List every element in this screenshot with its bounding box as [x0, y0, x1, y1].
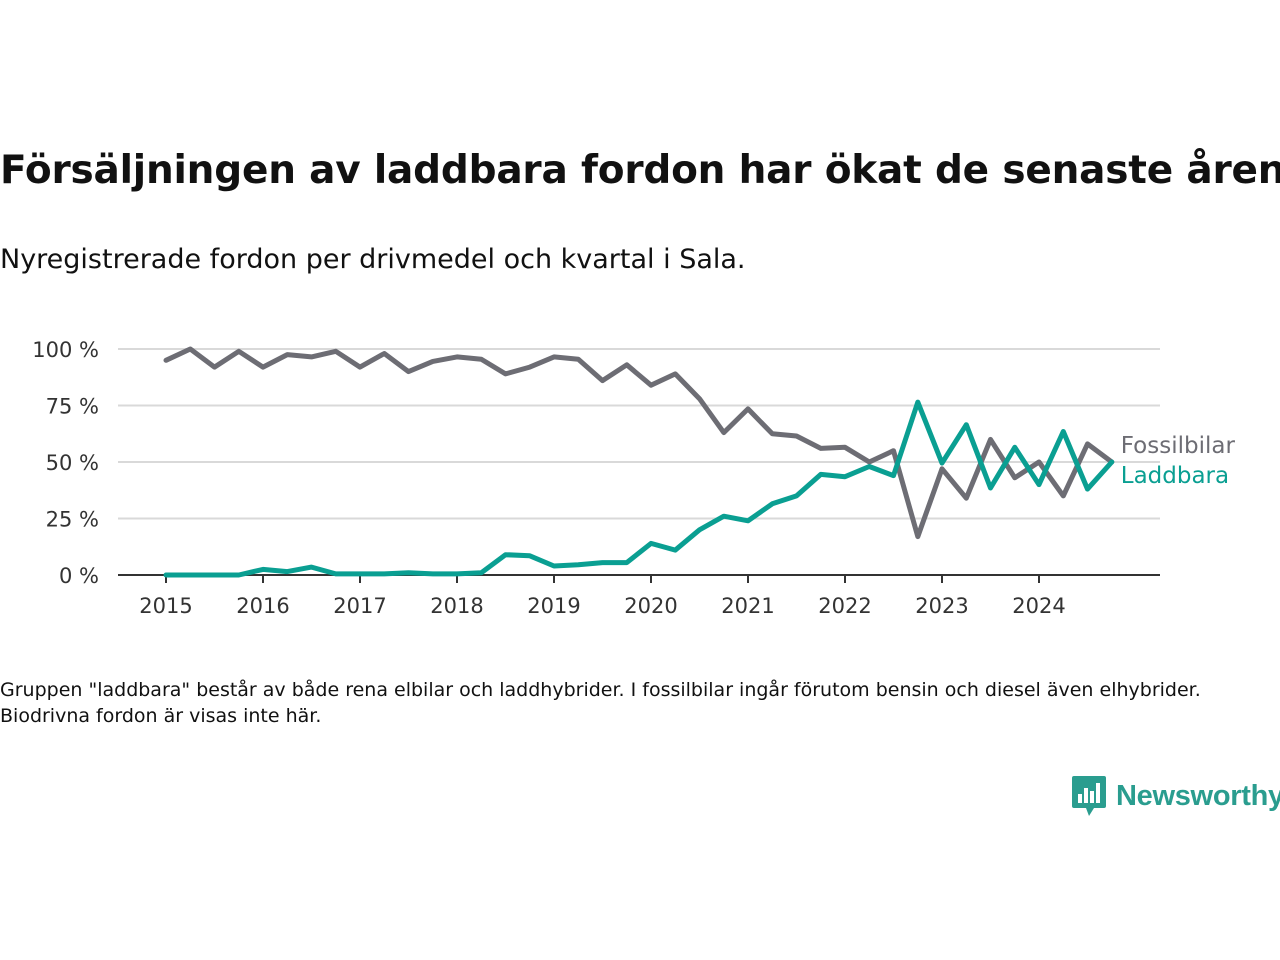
x-axis-ticks: 2015 2016 2017 2018 2019 2020 2021 2022 2023 2024 [139, 575, 1066, 618]
series-label-fossilbilar: Fossilbilar [1121, 433, 1236, 459]
x-tick-label: 2015 [139, 594, 192, 618]
y-tick-label: 25 % [46, 508, 99, 532]
x-tick-label: 2020 [624, 594, 677, 618]
y-axis-ticks: 0 % 25 % 50 % 75 % 100 % [32, 338, 99, 588]
x-tick-label: 2021 [721, 594, 774, 618]
x-tick-label: 2024 [1012, 594, 1065, 618]
x-tick-label: 2018 [430, 594, 483, 618]
y-tick-label: 50 % [46, 451, 99, 475]
y-tick-label: 75 % [46, 395, 99, 419]
series-label-laddbara: Laddbara [1121, 463, 1229, 489]
newsworthy-logo-icon [1072, 776, 1106, 816]
x-tick-label: 2022 [818, 594, 871, 618]
series-labels: Fossilbilar Laddbara [1121, 433, 1236, 489]
series-line-fossilbilar [163, 346, 1115, 540]
chart-title: Försäljningen av laddbara fordon har öka… [0, 148, 1280, 193]
x-tick-label: 2016 [236, 594, 289, 618]
footnote: Gruppen "laddbara" består av både rena e… [0, 679, 1201, 727]
x-tick-label: 2019 [527, 594, 580, 618]
line-chart: 0 %25 %50 %75 %100 % 2015 2016 2017 2018 201… [32, 338, 1236, 618]
gridlines [118, 348, 1160, 576]
series-line-laddbara [163, 399, 1115, 578]
brand-name: Newsworthy [1116, 779, 1280, 812]
brand-logo[interactable]: Newsworthy [1072, 776, 1280, 816]
chart-subtitle: Nyregistrerade fordon per drivmedel och … [0, 244, 746, 275]
x-tick-label: 2017 [333, 594, 386, 618]
x-tick-label: 2023 [915, 594, 968, 618]
y-tick-label: 0 % [59, 564, 99, 588]
series-lines [163, 346, 1115, 578]
y-tick-label: 100 % [32, 338, 99, 362]
